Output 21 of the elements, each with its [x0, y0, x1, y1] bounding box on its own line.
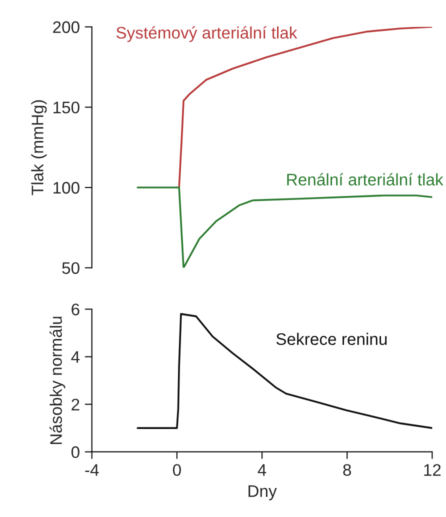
y-tick-label: 150	[54, 102, 80, 114]
y-axis-title: Tlak (mmHg)	[31, 100, 47, 196]
x-tick-label: -4	[85, 464, 99, 476]
series-label: Sekrece reninu	[276, 332, 387, 346]
y-tick-label: 6	[72, 304, 80, 316]
x-tick-label: 4	[258, 464, 266, 476]
y-tick-label: 2	[72, 398, 80, 410]
y-tick-label: 4	[71, 351, 80, 363]
y-tick-label: 0	[71, 446, 80, 458]
series-label: Systémový arteriální tlak	[116, 26, 298, 42]
y-tick-label: 200	[53, 21, 80, 34]
x-tick-label: 0	[172, 464, 181, 476]
y-axis-title: Násobky normálu	[50, 316, 66, 444]
x-tick-label: 8	[343, 464, 352, 476]
y-tick-label: 50	[62, 262, 80, 274]
series-label: Renální arteriální tlak	[287, 173, 444, 186]
line-series	[136, 313, 432, 429]
x-tick-label: 12	[424, 464, 441, 476]
y-tick-label: 100	[54, 182, 80, 194]
x-axis-title: Dny	[248, 485, 277, 500]
line-series	[136, 186, 432, 268]
